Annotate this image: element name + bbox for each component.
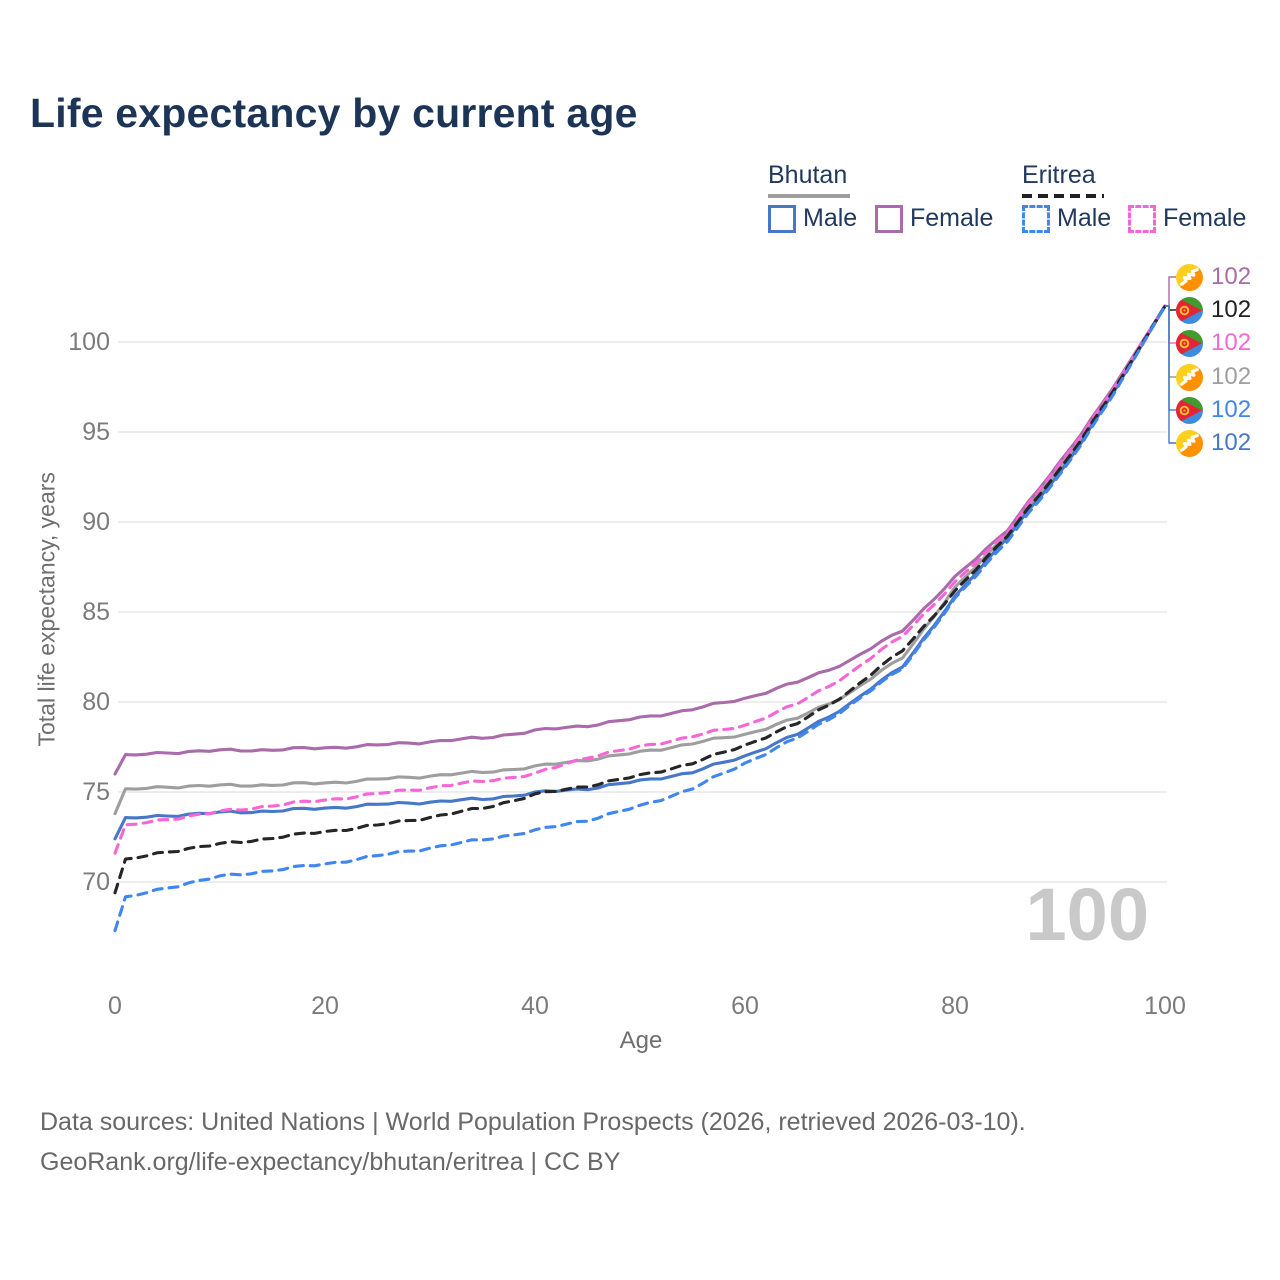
eritrea-flag	[1176, 396, 1203, 424]
legend-underline-eritrea-dashed	[1022, 194, 1104, 198]
age-watermark: 100	[1025, 873, 1149, 956]
bhutan-flag-icon	[1176, 263, 1203, 291]
bhutan-flag-icon	[1176, 363, 1203, 391]
end-value: 102	[1211, 363, 1252, 390]
eritrea-male-swatch-icon	[1022, 204, 1050, 233]
page-title: Life expectancy by current age	[30, 90, 638, 136]
legend-item-bhutan-female[interactable]: Female	[875, 204, 993, 233]
eritrea-flag	[1176, 296, 1203, 324]
y-tick-70: 70	[82, 868, 110, 896]
leader-line-5	[1165, 305, 1176, 444]
line-bhutan-both[interactable]	[113, 304, 1167, 816]
x-tick-40: 40	[521, 992, 549, 1020]
legend-label-eritrea-female: Female	[1163, 204, 1247, 232]
line-bhutan-female[interactable]	[113, 304, 1167, 776]
end-label-bhutan-female: 102	[1176, 263, 1251, 291]
x-tick-80: 80	[941, 992, 969, 1020]
legend-group-bhutan: Bhutan	[768, 161, 850, 198]
bhutan-female-swatch-icon	[875, 204, 903, 233]
line-eritrea-female[interactable]	[113, 304, 1167, 855]
end-value: 102	[1211, 263, 1252, 290]
eritrea-female-swatch-icon	[1128, 204, 1156, 233]
end-label-eritrea-female: 102	[1176, 329, 1251, 357]
end-label-eritrea-both-sexes: 102	[1176, 296, 1251, 324]
bhutan-flag	[1176, 263, 1203, 291]
eritrea-flag-icon	[1176, 329, 1203, 357]
bhutan-flag	[1176, 429, 1203, 457]
end-label-eritrea-male: 102	[1176, 396, 1251, 424]
bhutan-flag	[1176, 363, 1203, 391]
line-eritrea-male[interactable]	[113, 304, 1167, 933]
y-tick-85: 85	[82, 598, 110, 626]
leader-line-4	[1165, 305, 1176, 411]
legend-group-eritrea: Eritrea	[1022, 161, 1104, 198]
footer-attribution-link[interactable]: GeoRank.org/life-expectancy/bhutan/eritr…	[40, 1148, 621, 1176]
end-value: 102	[1211, 429, 1252, 456]
bhutan-male-swatch-icon	[768, 204, 796, 233]
x-axis-title: Age	[619, 1027, 663, 1054]
legend-label-bhutan-female: Female	[910, 204, 994, 232]
legend-underline-bhutan-solid	[768, 194, 850, 198]
legend-country-bhutan[interactable]: Bhutan	[768, 161, 848, 189]
x-tick-0: 0	[108, 992, 122, 1020]
y-tick-75: 75	[82, 778, 110, 806]
legend-item-eritrea-male[interactable]: Male	[1022, 204, 1111, 233]
x-tick-100: 100	[1144, 992, 1186, 1020]
eritrea-flag-icon	[1176, 396, 1203, 424]
eritrea-flag	[1176, 329, 1203, 357]
footer-data-sources: Data sources: United Nations | World Pop…	[40, 1108, 1026, 1136]
x-tick-60: 60	[731, 992, 759, 1020]
y-tick-95: 95	[82, 418, 110, 446]
end-label-bhutan-male: 102	[1176, 429, 1251, 457]
y-tick-90: 90	[82, 508, 110, 536]
end-value: 102	[1211, 296, 1252, 323]
legend-country-eritrea[interactable]: Eritrea	[1022, 161, 1096, 189]
eritrea-flag-icon	[1176, 296, 1203, 324]
leader-line-0	[1165, 276, 1176, 307]
line-bhutan-male[interactable]	[113, 304, 1167, 841]
y-tick-100: 100	[68, 328, 110, 356]
y-tick-80: 80	[82, 688, 110, 716]
end-value: 102	[1211, 329, 1252, 356]
bhutan-flag-icon	[1176, 429, 1203, 457]
legend-item-eritrea-female[interactable]: Female	[1128, 204, 1246, 233]
x-tick-20: 20	[311, 992, 339, 1020]
end-label-bhutan-both-sexes: 102	[1176, 363, 1251, 391]
end-value: 102	[1211, 396, 1252, 423]
leader-line-2	[1165, 305, 1176, 344]
line-eritrea-both[interactable]	[113, 304, 1167, 895]
legend-label-bhutan-male: Male	[803, 204, 858, 232]
legend-item-bhutan-male[interactable]: Male	[768, 204, 857, 233]
legend-label-eritrea-male: Male	[1057, 204, 1112, 232]
